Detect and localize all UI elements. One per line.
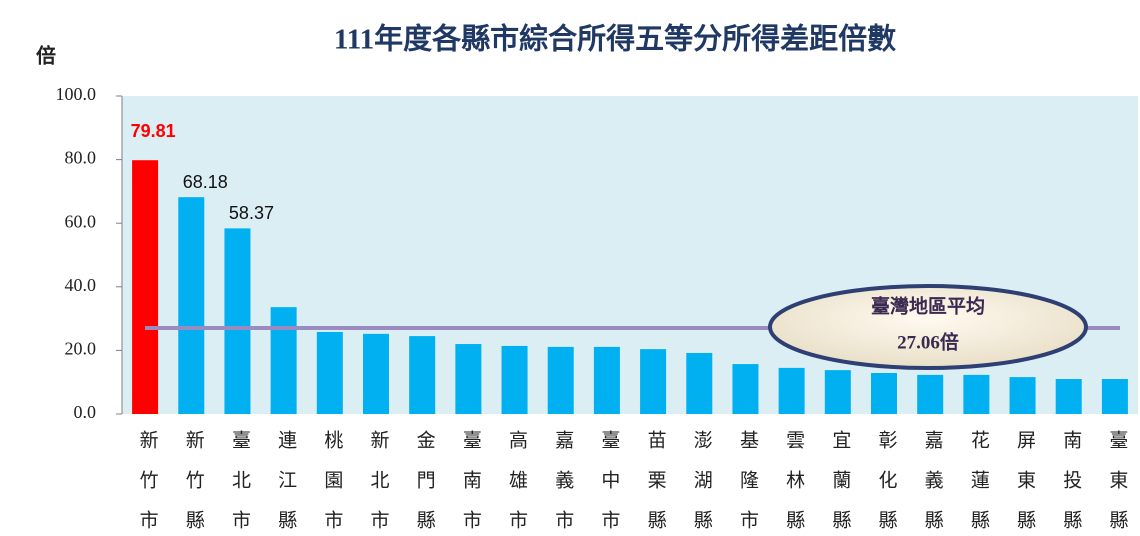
bar (824, 370, 851, 414)
y-axis-label: 倍 (36, 44, 56, 68)
bar (178, 197, 205, 414)
y-tick-label: 40.0 (65, 275, 97, 295)
x-tick-label: 連江縣 (275, 430, 297, 536)
x-tick-label: 彰化縣 (876, 430, 898, 536)
y-tick-label: 0.0 (74, 402, 97, 422)
x-tick-label: 高雄市 (506, 430, 528, 536)
x-tick-label: 南投縣 (1060, 430, 1082, 536)
bar (501, 345, 528, 414)
bar (224, 228, 251, 414)
y-tick-label: 60.0 (65, 211, 97, 231)
bar (1009, 377, 1036, 414)
reference-value-label: 27.06倍 (897, 330, 959, 353)
bar (1055, 379, 1082, 414)
x-tick-label: 雲林縣 (783, 430, 805, 536)
bar (455, 344, 482, 414)
bar (132, 160, 159, 414)
bar (270, 307, 297, 414)
reference-label: 臺灣地區平均 (871, 294, 985, 317)
x-tick-label: 新竹市 (137, 430, 159, 536)
bar (409, 336, 436, 414)
value-label: 79.81 (131, 121, 176, 141)
bar (732, 364, 759, 414)
bar (363, 333, 389, 414)
x-tick-label: 臺南市 (460, 430, 482, 536)
bar (593, 346, 620, 414)
x-tick-label: 基隆市 (737, 430, 759, 536)
bar (686, 352, 713, 414)
x-tick-label: 嘉義市 (552, 430, 574, 536)
x-tick-label: 苗栗縣 (645, 430, 667, 536)
value-label: 58.37 (229, 203, 274, 223)
bar (871, 372, 897, 414)
x-tick-label: 屏東縣 (1014, 430, 1036, 536)
bar (778, 367, 805, 414)
bar (640, 349, 667, 414)
y-tick-label: 100.0 (56, 84, 97, 104)
x-tick-label: 臺北市 (229, 430, 251, 536)
bar (547, 346, 574, 414)
y-tick-label: 80.0 (65, 148, 97, 168)
chart-title: 111年度各縣市綜合所得五等分所得差距倍數 (334, 22, 896, 56)
x-tick-label: 臺東縣 (1106, 430, 1128, 536)
reference-callout (768, 284, 1088, 370)
x-tick-label: 宜蘭縣 (829, 430, 851, 536)
y-tick-label: 20.0 (65, 339, 97, 359)
bar (1101, 379, 1128, 414)
x-tick-label: 桃園市 (321, 430, 343, 536)
x-tick-label: 金門縣 (414, 430, 436, 536)
x-tick-label: 花蓮縣 (968, 430, 990, 536)
bar (917, 374, 944, 414)
x-tick-label: 澎湖縣 (691, 430, 713, 536)
x-tick-label: 臺中市 (598, 430, 620, 536)
x-tick-label: 新北市 (368, 430, 390, 536)
bar (316, 331, 343, 414)
value-label: 68.18 (183, 172, 228, 192)
x-tick-label: 新竹縣 (183, 430, 205, 536)
bar (963, 374, 990, 414)
x-tick-label: 嘉義縣 (922, 430, 944, 536)
